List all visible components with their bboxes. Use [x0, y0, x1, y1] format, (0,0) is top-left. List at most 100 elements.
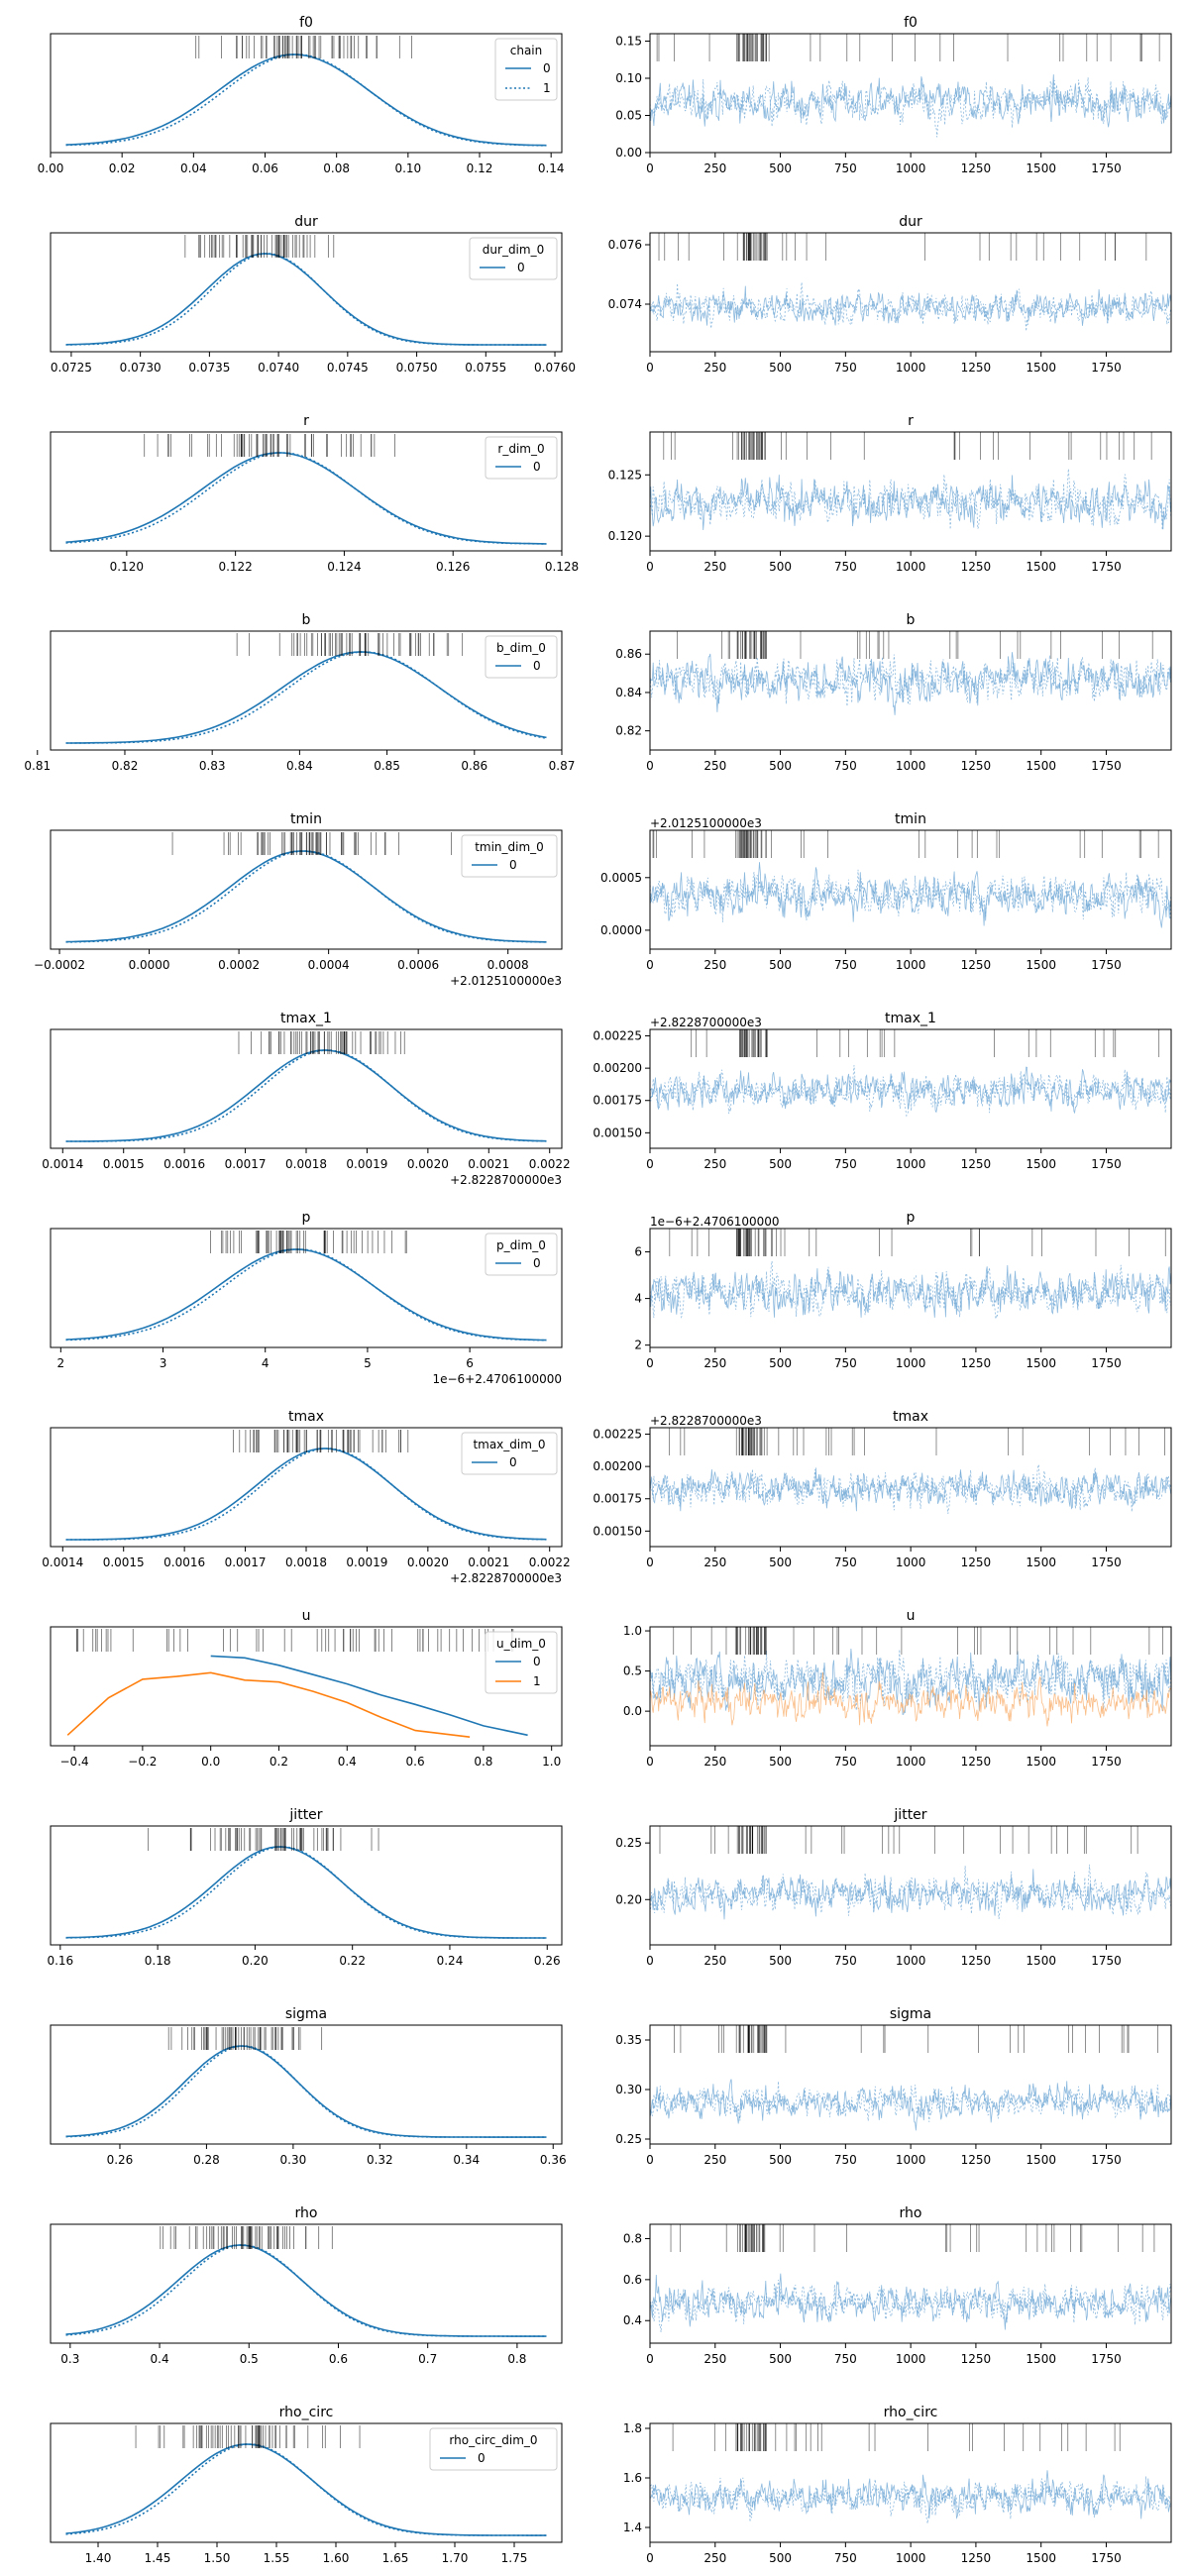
trace-xtick-label: 1000 [896, 2153, 926, 2167]
kde-line-0 [65, 253, 547, 346]
trace-xtick-label: 1250 [961, 2551, 992, 2565]
kde-panel-rho: rho 0.3 0.4 0.5 0.6 0.7 0.8 [50, 2205, 563, 2366]
kde-line-1 [65, 651, 547, 744]
kde-xtick-label: 0.87 [549, 759, 576, 773]
row-rho: rho 0.3 0.4 0.5 0.6 0.7 0.8 rho 0 250 500 750 1000 12… [50, 2205, 1172, 2366]
kde-xtick-label: 1.65 [382, 2551, 409, 2565]
trace-xtick-label: 1250 [961, 958, 992, 972]
trace-xtick-label: 250 [703, 560, 726, 574]
trace-line-chain-0 [650, 74, 1171, 128]
trace-ytick-label: 0.00175 [593, 1094, 642, 1108]
kde-xtick-label: 0.0006 [397, 958, 439, 972]
kde-xtick-label: 0.24 [437, 1954, 464, 1968]
trace-xtick-label: 1750 [1091, 1556, 1122, 1569]
kde-xtick-label: 1.45 [145, 2551, 171, 2565]
trace-xtick-label: 750 [834, 958, 857, 972]
kde-panel-u: u −0.4 −0.2 0.0 0.2 0.4 0.6 0.8 1.0 u_dim_0 0 1 [50, 1608, 563, 1769]
kde-xtick-label: 0.0735 [188, 361, 230, 375]
kde-axes-frame [50, 829, 563, 950]
kde-xtick-label: 0.5 [240, 2352, 259, 2366]
trace-ytick-label: 0.86 [615, 647, 642, 661]
trace-ytick-label: 0.8 [623, 2231, 642, 2245]
kde-xtick-label: 0.126 [436, 560, 470, 574]
kde-line-1 [65, 2244, 547, 2337]
kde-xtick-label: 0.0017 [225, 1556, 267, 1569]
kde-xtick-label: 0.28 [193, 2153, 220, 2167]
legend-label: 1 [533, 1674, 541, 1688]
kde-line-1 [65, 1248, 547, 1342]
kde-xtick-label: 0.18 [145, 1954, 171, 1968]
trace-xtick-label: 1750 [1091, 958, 1122, 972]
kde-xtick-label: 0.82 [112, 759, 139, 773]
kde-xtick-label: 0.6 [406, 1755, 425, 1769]
trace-title: tmin [895, 811, 926, 827]
trace-panel-dur: dur 0 250 500 750 1000 1250 1500 1750 0.074 0.076 [608, 214, 1172, 375]
kde-xtick-label: 0.0017 [225, 1157, 267, 1171]
trace-offset-label: +2.0125100000e3 [650, 816, 762, 830]
legend-label: 0 [543, 61, 551, 75]
legend-title: rho_circ_dim_0 [449, 2433, 537, 2447]
trace-xtick-label: 1500 [1026, 1157, 1056, 1171]
trace-xtick-label: 500 [769, 759, 792, 773]
kde-xtick-label: 1.40 [85, 2551, 112, 2565]
kde-axes-frame [50, 1626, 563, 1747]
trace-xtick-label: 1750 [1091, 1954, 1122, 1968]
trace-title: tmax_1 [885, 1011, 936, 1026]
kde-xtick-label: 0.0019 [346, 1157, 387, 1171]
trace-xtick-label: 1250 [961, 1954, 992, 1968]
trace-ytick-label: 0.0 [623, 1704, 642, 1718]
trace-title: sigma [890, 2006, 931, 2022]
trace-ytick-label: 0.10 [615, 71, 642, 85]
kde-axes-frame [50, 630, 563, 751]
trace-xtick-label: 1750 [1091, 2352, 1122, 2366]
kde-xtick-label: 0.0021 [468, 1157, 509, 1171]
trace-xtick-label: 1000 [896, 361, 926, 375]
trace-xtick-label: 250 [703, 958, 726, 972]
trace-xtick-label: 0 [646, 161, 654, 175]
kde-xtick-label: 6 [466, 1356, 474, 1370]
kde-xtick-label: 0.0016 [163, 1556, 205, 1569]
trace-ytick-label: 4 [634, 1292, 642, 1306]
kde-xtick-label: 1.50 [204, 2551, 231, 2565]
trace-ytick-label: 0.25 [615, 1836, 642, 1850]
trace-line-chain-0 [650, 2273, 1171, 2330]
trace-xtick-label: 0 [646, 1755, 654, 1769]
row-sigma: sigma 0.26 0.28 0.30 0.32 0.34 0.36 sigma 0 250 50… [50, 2006, 1172, 2167]
trace-offset-label: +2.8228700000e3 [650, 1016, 762, 1029]
kde-xtick-label: 0.0020 [407, 1157, 449, 1171]
trace-xtick-label: 1500 [1026, 2153, 1056, 2167]
trace-axes-frame [649, 232, 1172, 353]
legend-box [469, 237, 558, 280]
trace-xtick-label: 1000 [896, 161, 926, 175]
trace-xtick-label: 1750 [1091, 1157, 1122, 1171]
trace-xtick-label: 750 [834, 1356, 857, 1370]
trace-xtick-label: 1250 [961, 161, 992, 175]
kde-xtick-label: 0.26 [107, 2153, 134, 2167]
kde-xtick-label: 0.22 [339, 1954, 366, 1968]
kde-xtick-label: 0.0 [201, 1755, 220, 1769]
kde-line-0 [65, 54, 547, 147]
legend-box [494, 38, 558, 101]
trace-line-chain-1 [650, 77, 1171, 138]
trace-xtick-label: 250 [703, 1556, 726, 1569]
kde-axes-frame [50, 2422, 563, 2543]
kde-xtick-label: 0.36 [540, 2153, 567, 2167]
trace-ytick-label: 0.00150 [593, 1524, 642, 1538]
trace-ytick-label: 0.6 [623, 2273, 642, 2287]
trace-line-chain-1 [650, 2279, 1171, 2332]
kde-title: rho [295, 2205, 318, 2221]
kde-axes-frame [50, 2024, 563, 2145]
kde-xtick-label: 0.2 [270, 1755, 288, 1769]
kde-line-0 [65, 452, 547, 545]
kde-xtick-label: 0.0016 [163, 1157, 205, 1171]
kde-title: r [303, 413, 309, 429]
trace-xtick-label: 1500 [1026, 1356, 1056, 1370]
kde-xtick-label: 0.84 [286, 759, 313, 773]
trace-ytick-label: 0.05 [615, 109, 642, 123]
legend-label: 1 [543, 81, 551, 95]
kde-xtick-label: 0.0020 [407, 1556, 449, 1569]
kde-xtick-label: 0.120 [110, 560, 144, 574]
trace-title: b [907, 612, 916, 628]
